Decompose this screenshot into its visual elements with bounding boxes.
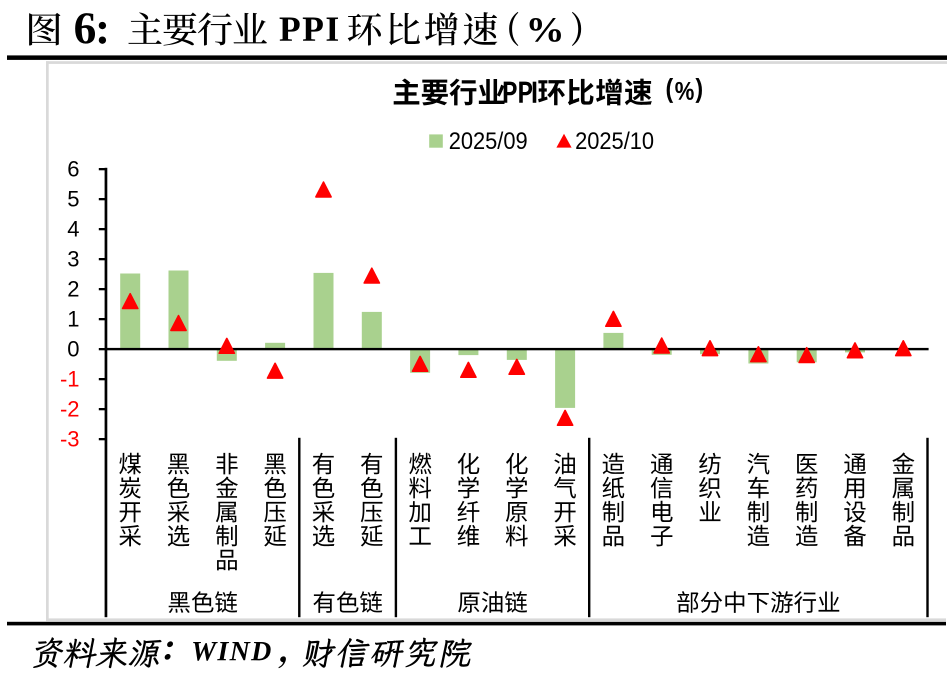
svg-text:-2: -2 xyxy=(60,397,80,422)
svg-text:2: 2 xyxy=(67,277,79,302)
svg-text:-1: -1 xyxy=(60,367,80,392)
svg-text:5: 5 xyxy=(67,187,79,212)
svg-text:0: 0 xyxy=(67,337,79,362)
svg-text:6: 6 xyxy=(67,157,79,182)
svg-text:2025/10: 2025/10 xyxy=(575,128,654,155)
svg-text:2025/09: 2025/09 xyxy=(449,128,528,155)
svg-text:3: 3 xyxy=(67,247,79,272)
svg-text:1: 1 xyxy=(67,307,79,332)
svg-text:-3: -3 xyxy=(60,427,80,452)
svg-text:4: 4 xyxy=(67,217,79,242)
